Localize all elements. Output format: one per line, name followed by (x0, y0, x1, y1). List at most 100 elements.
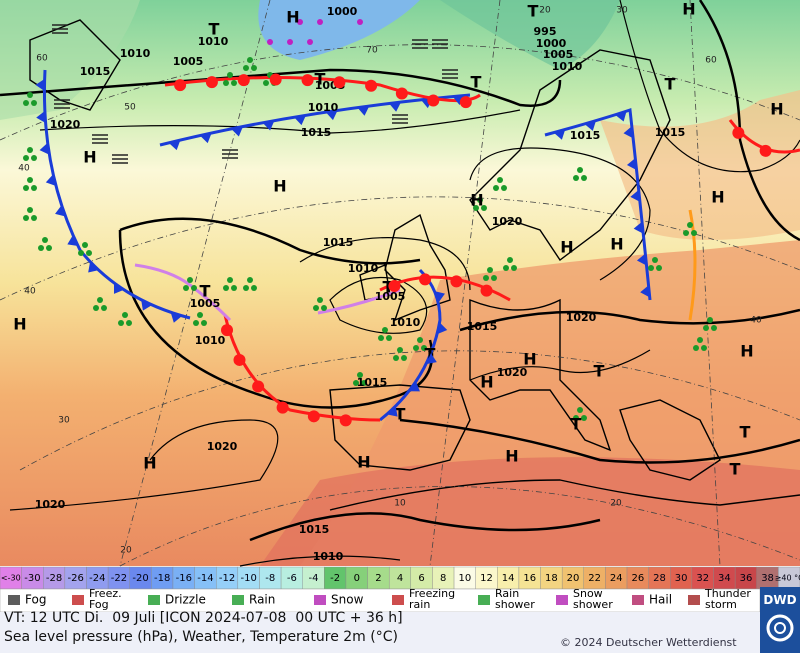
legend-icon (478, 595, 490, 605)
rain-symbol (581, 415, 587, 421)
legend-label: Thunder (704, 587, 751, 600)
valid-time: VT: 12 UTC Di. 09 Juli [ICON 2024-07-08 … (4, 610, 403, 626)
front-triangle (67, 235, 79, 247)
logo-text: DWD (763, 593, 797, 607)
scale-label: <-30 (1, 574, 21, 583)
front-triangle (640, 285, 650, 298)
scale-label: -30 (24, 573, 40, 584)
front-triangle (325, 110, 338, 121)
front-semicircle (252, 380, 265, 393)
front-triangle (199, 132, 212, 144)
scale-label: 36 (740, 573, 753, 584)
pressure-center: H (711, 188, 724, 207)
scale-label: -8 (265, 573, 275, 584)
grid-label: 50 (124, 103, 136, 113)
isobar-label: 1010 (198, 35, 229, 48)
front-semicircle (480, 284, 493, 297)
map-labels: 1000101010051010101510201005101010159951… (13, 0, 783, 563)
rain-symbol (711, 325, 717, 331)
rain-symbol (251, 65, 257, 71)
rain-symbol (93, 305, 99, 311)
scale-label: -22 (111, 573, 127, 584)
warm-front (223, 314, 381, 422)
rain-symbol (183, 285, 189, 291)
legend-label: Rain (249, 593, 275, 607)
rain-symbol (393, 355, 399, 361)
warm-area (600, 90, 800, 240)
front-semicircle (459, 96, 472, 109)
isobar-label: 1010 (195, 334, 226, 347)
front-semicircle (388, 279, 401, 292)
rain-symbol (497, 177, 503, 183)
isobar-label: 1015 (357, 376, 388, 389)
pressure-center: T (471, 73, 482, 92)
legend-icon (556, 595, 568, 605)
legend-label: Hail (649, 593, 672, 607)
rain-symbol (227, 72, 233, 78)
front-triangle (262, 120, 275, 131)
pressure-center: T (740, 423, 751, 442)
grid-label: 10 (394, 499, 406, 509)
scale-label: 34 (718, 573, 731, 584)
rain-symbol (42, 237, 48, 243)
scale-label: 10 (458, 573, 471, 584)
rain-symbol (483, 275, 489, 281)
front-semicircle (233, 353, 246, 366)
pressure-center: H (682, 0, 695, 19)
rain-symbol (23, 215, 29, 221)
rain-symbol (573, 175, 579, 181)
isobar-label: 1020 (50, 118, 81, 131)
scale-label: -18 (154, 573, 170, 584)
rain-symbol (386, 335, 392, 341)
pressure-center: T (383, 278, 394, 297)
rain-symbol (78, 250, 84, 256)
rain-symbol (97, 297, 103, 303)
legend-label: Snow (331, 593, 364, 607)
front-semicircle (759, 144, 772, 157)
rain-symbol (507, 257, 513, 263)
description: Sea level pressure (hPa), Weather, Tempe… (4, 629, 398, 645)
isobar-label: 1015 (301, 126, 332, 139)
pressure-center: H (143, 454, 156, 473)
scale-label: 0 (354, 573, 360, 584)
legend-icon (8, 595, 20, 605)
rain-symbol (417, 337, 423, 343)
rain-symbol (503, 265, 509, 271)
isobar-label: 1005 (173, 55, 204, 68)
front-triangle (141, 299, 153, 311)
scale-label: 20 (567, 573, 580, 584)
isobar-label: 1015 (323, 236, 354, 249)
rain-symbol (122, 312, 128, 318)
rain-symbol (191, 285, 197, 291)
scale-label: 12 (480, 573, 493, 584)
rain-symbol (481, 205, 487, 211)
isobar-label: 1020 (207, 440, 238, 453)
rain-symbol (23, 185, 29, 191)
front-triangle (626, 158, 637, 171)
legend-label: storm (705, 598, 737, 611)
isobar-label: 1005 (375, 290, 406, 303)
pressure-center: T (315, 70, 326, 89)
cool-area (0, 0, 140, 120)
scale-label: 14 (502, 573, 515, 584)
rain-symbol (581, 175, 587, 181)
legend-label: shower (495, 598, 535, 611)
front-triangle (434, 291, 445, 303)
isobar-label: 1010 (390, 316, 421, 329)
rain-symbol (477, 197, 483, 203)
snow-symbol (307, 39, 313, 45)
legend-icon (632, 595, 644, 605)
rain-symbol (573, 415, 579, 421)
pressure-center: T (594, 362, 605, 381)
front-semicircle (301, 74, 314, 87)
dwd-logo: DWD (760, 587, 800, 653)
cold-front (379, 268, 442, 422)
rain-symbol (118, 320, 124, 326)
weather-symbols (23, 19, 717, 421)
pressure-center: T (425, 345, 436, 364)
grid-label: 20 (539, 6, 551, 16)
pressure-center: T (571, 415, 582, 434)
pressure-center: H (286, 8, 299, 27)
pressure-center: H (560, 238, 573, 257)
